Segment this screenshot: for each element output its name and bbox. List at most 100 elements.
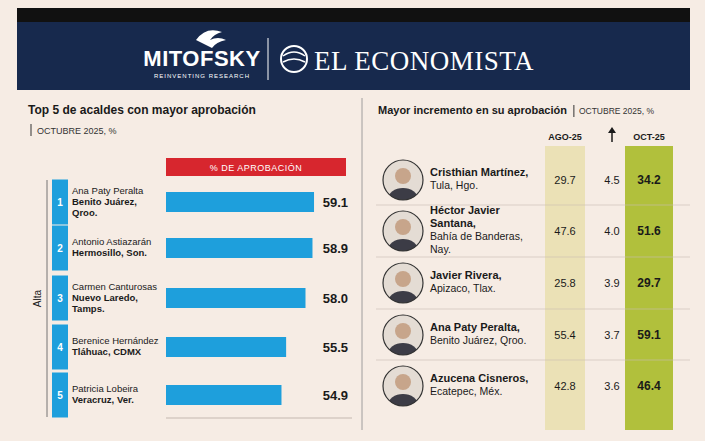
rank-box [52,226,68,271]
header-band [17,22,690,90]
row-location: Apizaco, Tlax. [430,282,496,294]
row-name-line: Ana Paty Peralta, [430,321,520,333]
bar [166,192,314,212]
category-location: Tláhuac, CDMX [72,346,142,357]
cell-change: 3.9 [604,277,619,289]
row-name-line: Santana, [430,217,476,229]
cell-change: 4.0 [604,225,619,237]
panel-divider [362,98,363,430]
row-location-line: Ecatepec, Méx. [430,385,502,397]
row-name: Azucena Cisneros, [430,372,528,384]
cell-ago: 42.8 [554,380,575,392]
rank-box [52,180,68,225]
photo-frame [383,366,423,406]
photo-body [388,239,418,261]
category-location: Benito Juárez,Qroo. [72,196,137,218]
photo-frame [383,160,423,200]
row-label: Azucena Cisneros,Ecatepec, Méx. [430,372,528,397]
background [0,0,705,441]
row-location-line: Apizaco, Tlax. [430,282,496,294]
category-label: Carmen CanturosasNuevo Laredo,Tamps. [72,281,157,314]
axis-label-bracket [47,180,48,417]
category-name-line: Ana Paty Peralta [72,185,144,196]
row-label: Cristhian Martínez,Tula, Hgo. [430,166,528,191]
photo-head [395,374,411,390]
publication: EL ECONOMISTA [314,46,534,76]
chart-title: Top 5 de acaldes con mayor aprobación [28,103,256,117]
row-name: Cristhian Martínez, [430,166,528,178]
rank-box [52,373,68,418]
cell-ago: 25.8 [554,277,575,289]
table: Mayor incremento en su aprobación OCTUBRE… [376,104,690,430]
row-location: Benito Juárez, Qroo. [430,334,526,346]
row-name: Javier Rivera, [430,269,502,281]
tagline: REINVENTING RESEARCH [154,73,250,79]
cell-ago: 47.6 [554,225,575,237]
row-name-line: Azucena Cisneros, [430,372,528,384]
category-label: Antonio AstiazaránHermosillo, Son. [72,236,151,258]
bar [166,385,281,405]
photo [383,366,423,416]
row-name-line: Javier Rivera, [430,269,502,281]
category-label: Berenice HernándezTláhuac, CDMX [72,335,159,357]
data-label: 59.1 [323,195,348,210]
row-name: Ana Paty Peralta, [430,321,520,333]
row-location-line: Tula, Hgo. [430,179,478,191]
category-name: Berenice Hernández [72,335,159,346]
photo-body [388,291,418,313]
arrow-head [608,127,616,133]
category-name-line: Carmen Canturosas [72,281,157,292]
photo-head [395,323,411,339]
category-location-line: Veracruz, Ver. [72,394,134,405]
photo-frame [383,211,423,251]
row-location: Ecatepec, Méx. [430,385,502,397]
bar [166,288,306,308]
photo-head [395,168,411,184]
data-label: 55.5 [323,340,348,355]
rank: 4 [57,342,63,353]
row-separator [376,360,690,361]
brand: MITOFSKY [143,46,260,71]
row-name-line: Héctor Javier [430,204,500,216]
cell-change: 4.5 [604,174,619,186]
row-name-line: Cristhian Martínez, [430,166,528,178]
cell-ago: 55.4 [554,329,575,341]
row-name: Héctor JavierSantana, [430,204,500,229]
row-separator [376,205,690,206]
category-location: Veracruz, Ver. [72,394,134,405]
photo [383,211,423,261]
category-label: Ana Paty PeraltaBenito Juárez,Qroo. [72,185,144,218]
category-location: Hermosillo, Son. [72,247,147,258]
row-location-line: Bahía de Banderas, [430,230,523,242]
subtitle-separator [573,105,574,117]
row-label: Héctor JavierSantana,Bahía de Banderas,N… [430,204,523,255]
category-name: Patricia Lobeira [72,383,139,394]
table-title: Mayor incremento en su aprobación [378,104,567,116]
publication-mark-lines [283,52,305,62]
cell-oct: 34.2 [637,173,661,187]
top-band [17,8,690,22]
rank-box [52,276,68,321]
category-name: Carmen Canturosas [72,281,157,292]
column-bg [625,146,673,430]
category-name-line: Berenice Hernández [72,335,159,346]
publication-mark [281,46,307,72]
category-location-line: Tamps. [72,303,105,314]
photo [383,160,423,210]
data-label: 58.0 [323,291,348,306]
category-name: Antonio Astiazarán [72,236,151,247]
cell-oct: 51.6 [637,224,661,238]
header-divider [268,38,269,80]
subtitle-separator [31,124,32,136]
photo-body [388,188,418,210]
category-location-line: Tláhuac, CDMX [72,346,142,357]
table-subtitle: OCTUBRE 2025, % [579,106,655,116]
data-label: 58.9 [323,241,348,256]
row-location-line: Nay. [430,243,451,255]
category-name: Ana Paty Peralta [72,185,144,196]
category-location-line: Qroo. [72,207,97,218]
axis-label: Alta [32,289,43,307]
row-label: Ana Paty Peralta,Benito Juárez, Qroo. [430,321,526,346]
cell-change: 3.6 [604,380,619,392]
category-name-line: Patricia Lobeira [72,383,139,394]
